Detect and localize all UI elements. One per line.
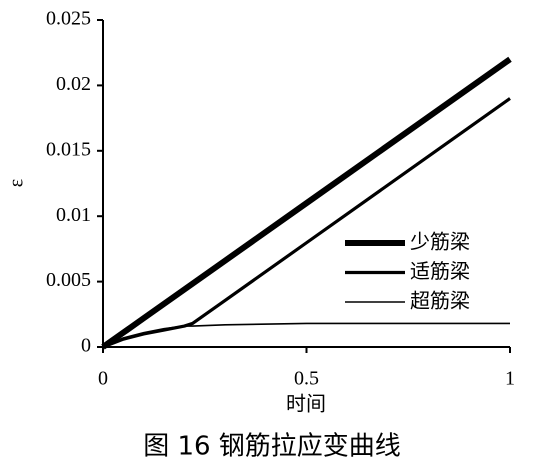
series-line	[101, 56, 512, 350]
legend-label: 适筋梁	[410, 259, 470, 283]
y-tick-label: 0.005	[46, 269, 91, 291]
x-tick-label: 1	[505, 368, 515, 390]
y-axis-label: ε	[6, 179, 28, 187]
y-tick-label: 0.025	[46, 8, 91, 30]
y-tick-label: 0	[81, 335, 91, 357]
y-tick-label: 0.01	[56, 204, 91, 226]
y-tick-label: 0.015	[46, 138, 91, 160]
y-tick-label: 0.02	[56, 73, 91, 95]
x-tick-label: 0	[98, 368, 108, 390]
x-tick-label: 0.5	[294, 368, 319, 390]
chart-title: 图 16 钢筋拉应变曲线	[143, 432, 401, 462]
legend-label: 少筋梁	[410, 230, 470, 254]
legend-label: 超筋梁	[410, 289, 470, 313]
x-axis-label: 时间	[286, 393, 326, 416]
series-line	[102, 322, 510, 348]
